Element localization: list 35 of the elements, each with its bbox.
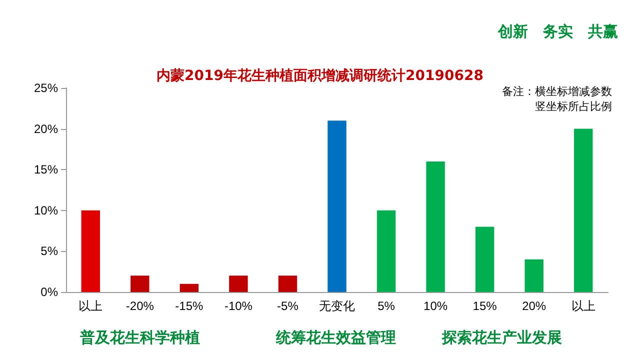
bar: [278, 276, 298, 292]
y-tick-label: 0%: [40, 285, 58, 299]
text: 探索花生产业发展: [441, 328, 562, 346]
bar: [574, 128, 593, 292]
y-tick-label: 20%: [34, 122, 58, 136]
bar: [328, 120, 346, 292]
x-tick-label: 以上: [78, 299, 103, 313]
text: 创新 务实 共赢: [497, 22, 618, 40]
x-tick-label: -10%: [224, 299, 253, 313]
chart-title: 内蒙2019年花生种植面积增减调研统计20190628: [156, 67, 484, 84]
bar: [475, 226, 494, 292]
annotation: 备注：横坐标增减参数: [502, 85, 612, 98]
text: 普及花生科学种植: [79, 328, 200, 346]
x-tick-label: 5%: [378, 299, 396, 313]
bar: [426, 161, 445, 292]
x-tick-label: 无变化: [319, 299, 355, 313]
bar: [229, 276, 248, 292]
annotation: 竖坐标所占比例: [535, 100, 612, 113]
y-tick-label: 5%: [40, 244, 58, 258]
bar: [376, 210, 396, 292]
y-tick-label: 25%: [34, 81, 58, 95]
x-tick-label: 10%: [424, 299, 448, 313]
x-tick-label: -5%: [277, 299, 299, 313]
bar: [81, 210, 100, 292]
x-tick-label: 15%: [472, 299, 498, 313]
y-tick-label: 10%: [34, 203, 58, 218]
bar: [130, 276, 150, 292]
x-tick-label: -20%: [126, 299, 154, 313]
x-tick-label: -15%: [175, 299, 204, 313]
x-tick-label: 20%: [522, 299, 546, 313]
text: 统筹花生效益管理: [275, 328, 396, 346]
bar: [524, 259, 544, 292]
bar: [180, 284, 199, 292]
y-tick-label: 15%: [34, 162, 58, 177]
x-tick-label: 以上: [571, 299, 596, 313]
